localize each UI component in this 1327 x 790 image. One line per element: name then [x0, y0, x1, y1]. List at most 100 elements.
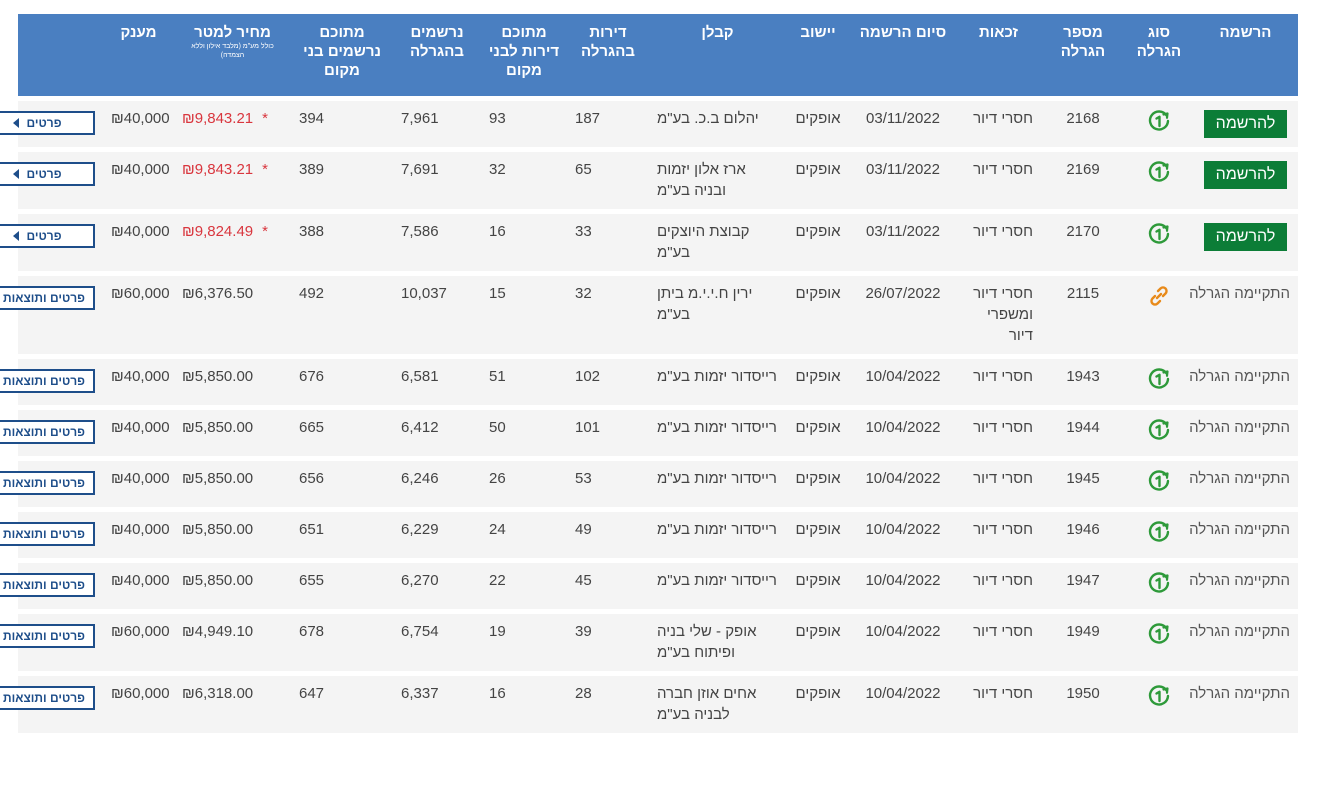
green-circle-check-icon[interactable]	[1147, 469, 1171, 493]
register-button[interactable]: להרשמה	[1203, 110, 1288, 138]
cell-registration-end: 03/11/2022	[866, 223, 940, 240]
green-circle-check-icon[interactable]	[1147, 160, 1171, 184]
cell-grant: ₪40,000	[111, 470, 170, 487]
cell-price: ₪5,850.00	[174, 512, 291, 558]
lotteries-table: הרשמה סוג הגרלה מספר הגרלה זכאות סיום הר…	[0, 9, 1298, 738]
green-circle-check-icon[interactable]	[1147, 571, 1171, 595]
col-lottery-number[interactable]: מספר הגרלה	[1060, 24, 1106, 60]
details-button[interactable]: פרטים ותוצאות	[0, 369, 95, 393]
cell-apartments: 65	[575, 161, 592, 178]
cell-city: אופקים	[795, 470, 841, 487]
cell-grant: ₪60,000	[111, 623, 170, 640]
cell-local-apartments: 93	[489, 110, 506, 127]
cell-registration-end: 10/04/2022	[865, 685, 941, 702]
cell-registration: התקיימה הגרלה	[1189, 359, 1298, 405]
table-row: התקיימה הגרלה 1947 חסרי דיור 10/04/2022 אופק…	[0, 563, 1298, 609]
cell-registration: התקיימה הגרלה	[1189, 614, 1298, 671]
col-lottery-type[interactable]: סוג הגרלה	[1136, 24, 1182, 60]
details-button[interactable]: פרטים ותוצאות	[0, 624, 95, 648]
cell-registered: 7,961	[401, 110, 439, 127]
cell-registration: התקיימה הגרלה	[1189, 461, 1298, 507]
green-circle-check-icon[interactable]	[1147, 520, 1171, 544]
cell-contractor: ירין ח.י.י.מ ביתן בע"מ	[657, 285, 753, 323]
header-row: הרשמה סוג הגרלה מספר הגרלה זכאות סיום הר…	[18, 14, 1298, 96]
col-registered[interactable]: נרשמים בהגרלה	[410, 24, 464, 60]
details-button[interactable]: פרטים	[0, 162, 95, 186]
cell-lottery-number: 2115	[1066, 285, 1100, 302]
col-registration[interactable]: הרשמה	[1219, 24, 1272, 41]
cell-lottery-type	[1125, 359, 1193, 405]
price-value: ₪5,850.00	[182, 572, 254, 589]
cell-grant: ₪60,000	[111, 285, 170, 302]
cell-actions: פרטים ותוצאות	[0, 461, 103, 507]
table-row: התקיימה הגרלה 1949 חסרי דיור 10/04/2022 אופק…	[0, 614, 1298, 671]
cell-grant: ₪40,000	[111, 521, 170, 538]
lottery-held-status: התקיימה הגרלה	[1189, 285, 1290, 302]
cell-registered: 6,229	[401, 521, 439, 538]
details-button[interactable]: פרטים ותוצאות	[0, 573, 95, 597]
lottery-held-status: התקיימה הגרלה	[1189, 685, 1290, 702]
green-circle-check-icon[interactable]	[1147, 222, 1171, 246]
details-button[interactable]: פרטים ותוצאות	[0, 522, 95, 546]
cell-contractor: קבוצת היוצקים בע"מ	[657, 223, 750, 261]
col-actions	[18, 14, 103, 96]
green-circle-check-icon[interactable]	[1147, 109, 1171, 133]
cell-lottery-type	[1125, 461, 1193, 507]
col-city[interactable]: יישוב	[800, 24, 836, 41]
col-local-registered[interactable]: מתוכם נרשמים בני מקום	[303, 24, 381, 79]
lotteries-table-wrapper: הרשמה סוג הגרלה מספר הגרלה זכאות סיום הר…	[0, 14, 1298, 738]
details-button[interactable]: פרטים	[0, 224, 95, 248]
cell-lottery-type	[1125, 410, 1193, 456]
cell-lottery-number: 1950	[1066, 685, 1100, 702]
cell-city: אופקים	[795, 110, 841, 127]
cell-registered: 6,754	[401, 623, 439, 640]
cell-registered: 7,691	[401, 161, 439, 178]
col-apartments[interactable]: דירות בהגרלה	[581, 24, 635, 60]
cell-eligibility: חסרי דיור	[973, 623, 1033, 640]
table-header: הרשמה סוג הגרלה מספר הגרלה זכאות סיום הר…	[18, 14, 1298, 96]
cell-grant: ₪40,000	[111, 368, 170, 385]
cell-actions: פרטים ותוצאות	[0, 563, 103, 609]
cell-registration-end: 10/04/2022	[865, 572, 941, 589]
cell-grant: ₪40,000	[111, 110, 170, 127]
cell-local-registered: 655	[299, 572, 325, 589]
cell-apartments: 53	[575, 470, 592, 487]
table-row: להרשמה 2169 חסרי דיור 03/11/2022 אופקים ארז א…	[0, 152, 1298, 209]
cell-lottery-type	[1125, 101, 1193, 147]
col-grant[interactable]: מענק	[120, 24, 157, 41]
green-circle-check-icon[interactable]	[1147, 684, 1171, 708]
register-button[interactable]: להרשמה	[1203, 161, 1288, 189]
details-button[interactable]: פרטים ותוצאות	[0, 286, 95, 310]
green-circle-check-icon[interactable]	[1147, 367, 1171, 391]
cell-lottery-number: 2170	[1066, 223, 1100, 240]
details-button[interactable]: פרטים	[0, 111, 95, 135]
col-contractor[interactable]: קבלן	[701, 24, 734, 41]
green-circle-check-icon[interactable]	[1147, 418, 1171, 442]
details-button[interactable]: פרטים ותוצאות	[0, 420, 95, 444]
cell-grant: ₪40,000	[111, 223, 170, 240]
cell-registration-end: 26/07/2022	[865, 285, 941, 302]
cell-contractor: יהלום ב.כ. בע"מ	[657, 110, 759, 127]
cell-eligibility: חסרי דיור	[973, 572, 1033, 589]
col-eligibility[interactable]: זכאות	[978, 24, 1018, 41]
details-button[interactable]: פרטים ותוצאות	[0, 686, 95, 710]
col-registration-end[interactable]: סיום הרשמה	[859, 24, 947, 41]
green-circle-check-icon[interactable]	[1147, 622, 1171, 646]
cell-local-apartments: 26	[489, 470, 506, 487]
cell-contractor: רייסדור יזמות בע"מ	[657, 419, 777, 436]
cell-apartments: 49	[575, 521, 592, 538]
orange-link-icon[interactable]	[1147, 284, 1171, 308]
cell-lottery-type	[1125, 214, 1193, 271]
cell-apartments: 28	[575, 685, 592, 702]
details-button[interactable]: פרטים ותוצאות	[0, 471, 95, 495]
table-row: התקיימה הגרלה 1946 חסרי דיור 10/04/2022 אופק…	[0, 512, 1298, 558]
cell-contractor: אחים אוזן חברה לבניה בע"מ	[657, 685, 757, 723]
cell-contractor: רייסדור יזמות בע"מ	[657, 368, 777, 385]
register-button[interactable]: להרשמה	[1203, 223, 1288, 251]
col-local-apartments[interactable]: מתוכם דירות לבני מקום	[488, 24, 560, 79]
details-button-label: פרטים	[26, 167, 62, 181]
col-price-per-meter[interactable]: מחיר למטר כולל מע"מ (מלבד אילון וללא הצמ…	[174, 14, 291, 96]
cell-apartments: 187	[575, 110, 601, 127]
cell-local-apartments: 16	[489, 223, 506, 240]
cell-registration-end: 10/04/2022	[865, 368, 941, 385]
